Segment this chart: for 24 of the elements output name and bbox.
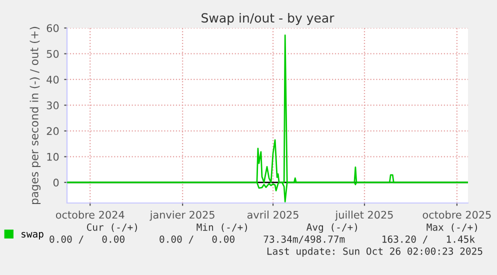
y-tick-label: 30: [46, 101, 59, 110]
text: Max (-/+): [426, 223, 477, 232]
y-tick-label: 20: [46, 127, 59, 136]
x-tick-label: octobre 2024: [56, 210, 124, 219]
y-tick-label: 0: [53, 178, 59, 187]
y-axis-title: pages per second in (-) / out (+): [30, 26, 41, 204]
x-tick-label: octobre 2025: [422, 210, 491, 219]
y-tick-label: 40: [46, 76, 59, 84]
x-tick-label: avril 2025: [247, 210, 298, 219]
y-tick-label: 50: [46, 50, 59, 58]
y-tick-label: 60: [46, 24, 59, 32]
x-tick-label: juillet 2025: [335, 210, 393, 221]
text: 0.00 / 0.00: [50, 235, 124, 244]
chart-title: Swap in/out - by year: [202, 12, 334, 26]
text: 163.20 / 1.45k: [382, 235, 475, 244]
legend-label: swap: [22, 232, 44, 240]
x-tick-label: janvier 2025: [150, 210, 214, 221]
text: Cur (-/+): [86, 223, 137, 232]
y-tick-label: 10: [47, 152, 59, 161]
text: Min (-/+): [196, 223, 247, 232]
text: 0.00 / 0.00: [160, 235, 234, 244]
text: Avg (-/+): [306, 223, 357, 233]
text: Last update: Sun Oct 26 02:00:23 2025: [267, 247, 482, 257]
text: 73.34m/498.77m: [264, 235, 345, 244]
